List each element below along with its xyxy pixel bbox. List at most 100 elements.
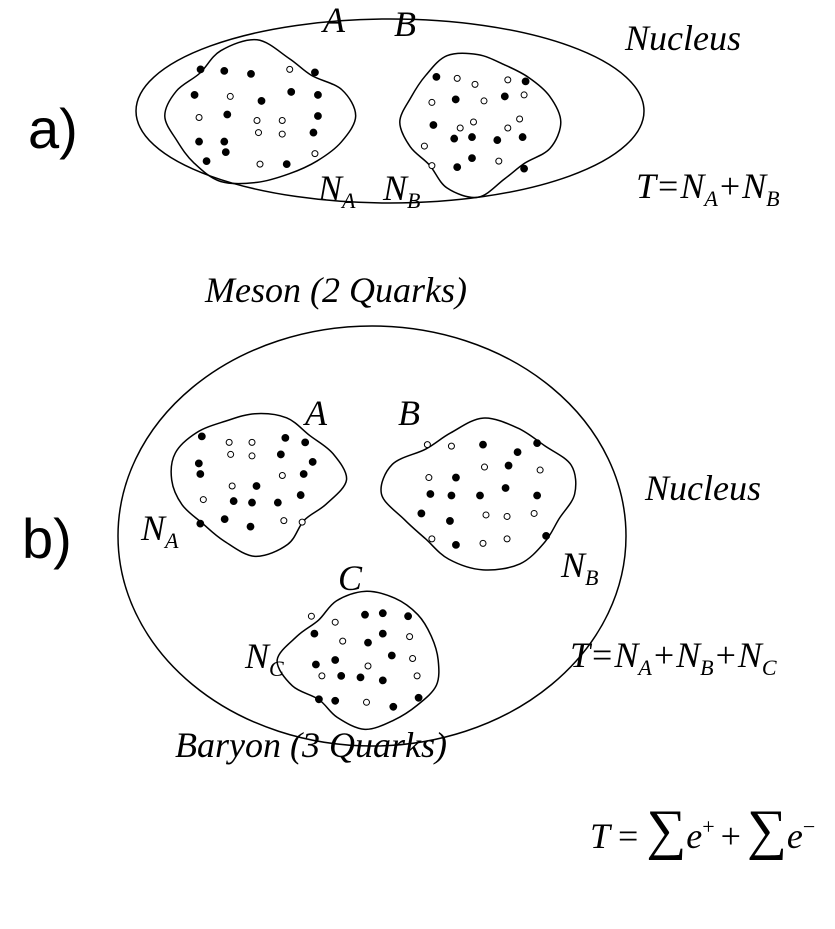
caption: Baryon (3 Quarks): [175, 725, 447, 765]
cluster-count: NA: [317, 168, 356, 213]
filled-dot: [452, 540, 460, 549]
open-dot: [307, 612, 315, 620]
filled-dot: [276, 450, 285, 459]
open-dot: [504, 124, 512, 132]
open-dot: [409, 655, 417, 662]
cluster-outline: [380, 417, 577, 571]
open-dot: [420, 142, 428, 150]
open-dot: [425, 474, 433, 482]
filled-dot: [281, 433, 290, 442]
panel-label: a): [28, 97, 78, 160]
filled-dot: [542, 531, 551, 540]
cluster-name: B: [398, 393, 420, 433]
filled-dot: [223, 110, 232, 119]
filled-dot: [533, 491, 542, 500]
open-dot: [482, 511, 490, 519]
total-formula: T = ∑e+ + ∑e−: [590, 799, 815, 861]
filled-dot: [501, 484, 510, 492]
open-dot: [423, 441, 431, 449]
open-dot: [503, 535, 511, 543]
cluster-outline: [276, 590, 440, 731]
filled-dot: [404, 612, 413, 621]
open-dot: [248, 438, 256, 446]
cluster-count: NA: [140, 508, 179, 553]
nucleus-outline: [135, 18, 645, 204]
open-dot: [363, 698, 370, 706]
open-dot: [311, 150, 319, 158]
open-dot: [495, 157, 503, 165]
filled-dot: [389, 702, 398, 711]
filled-dot: [299, 470, 308, 478]
filled-dot: [257, 97, 266, 105]
caption: Meson (2 Quarks): [204, 270, 467, 310]
filled-dot: [378, 609, 387, 618]
open-dot: [225, 438, 233, 446]
filled-dot: [331, 656, 340, 664]
filled-dot: [301, 438, 310, 447]
open-dot: [481, 463, 488, 471]
filled-dot: [311, 68, 319, 77]
filled-dot: [197, 432, 206, 441]
filled-dot: [194, 459, 203, 468]
filled-dot: [220, 66, 229, 75]
open-dot: [428, 98, 436, 106]
open-dot: [364, 662, 372, 670]
open-dot: [318, 672, 326, 680]
formula: T=NA+NB+NC: [570, 635, 777, 680]
open-dot: [471, 80, 479, 88]
open-dot: [255, 129, 262, 137]
filled-dot: [229, 497, 238, 505]
open-dot: [480, 97, 488, 105]
filled-dot: [220, 137, 229, 146]
open-dot: [226, 92, 234, 100]
filled-dot: [521, 77, 530, 86]
filled-dot: [417, 509, 426, 518]
filled-dot: [220, 515, 229, 524]
open-dot: [453, 74, 461, 82]
filled-dot: [282, 160, 291, 169]
filled-dot: [361, 610, 369, 619]
open-dot: [278, 130, 286, 138]
open-dot: [520, 91, 528, 99]
filled-dot: [453, 163, 462, 172]
cluster-outline: [170, 412, 348, 558]
filled-dot: [246, 522, 255, 531]
open-dot: [278, 472, 286, 479]
filled-dot: [221, 148, 230, 157]
cluster-name: B: [394, 4, 416, 44]
filled-dot: [309, 128, 318, 137]
filled-dot: [429, 121, 438, 129]
cluster-count: NB: [560, 545, 598, 590]
filled-dot: [315, 695, 323, 704]
filled-dot: [314, 91, 322, 99]
filled-dot: [273, 498, 282, 507]
open-dot: [256, 160, 264, 168]
open-dot: [479, 539, 487, 547]
filled-dot: [468, 133, 476, 141]
filled-dot: [310, 629, 319, 638]
filled-dot: [520, 164, 528, 173]
filled-dot: [414, 693, 423, 702]
region-label: Nucleus: [644, 468, 761, 508]
filled-dot: [287, 88, 296, 96]
filled-dot: [450, 134, 459, 143]
open-dot: [530, 509, 538, 517]
filled-dot: [312, 660, 320, 669]
filled-dot: [468, 154, 476, 163]
filled-dot: [308, 458, 317, 466]
filled-dot: [426, 490, 435, 498]
filled-dot: [196, 519, 205, 528]
filled-dot: [364, 638, 372, 647]
filled-dot: [196, 470, 205, 478]
filled-dot: [476, 491, 484, 500]
open-dot: [339, 637, 347, 645]
open-dot: [504, 76, 512, 84]
open-dot: [199, 496, 207, 504]
filled-dot: [195, 137, 203, 146]
cluster-count: NC: [244, 636, 284, 681]
open-dot: [286, 65, 294, 73]
filled-dot: [247, 69, 255, 78]
filled-dot: [451, 95, 460, 104]
open-dot: [428, 162, 436, 170]
